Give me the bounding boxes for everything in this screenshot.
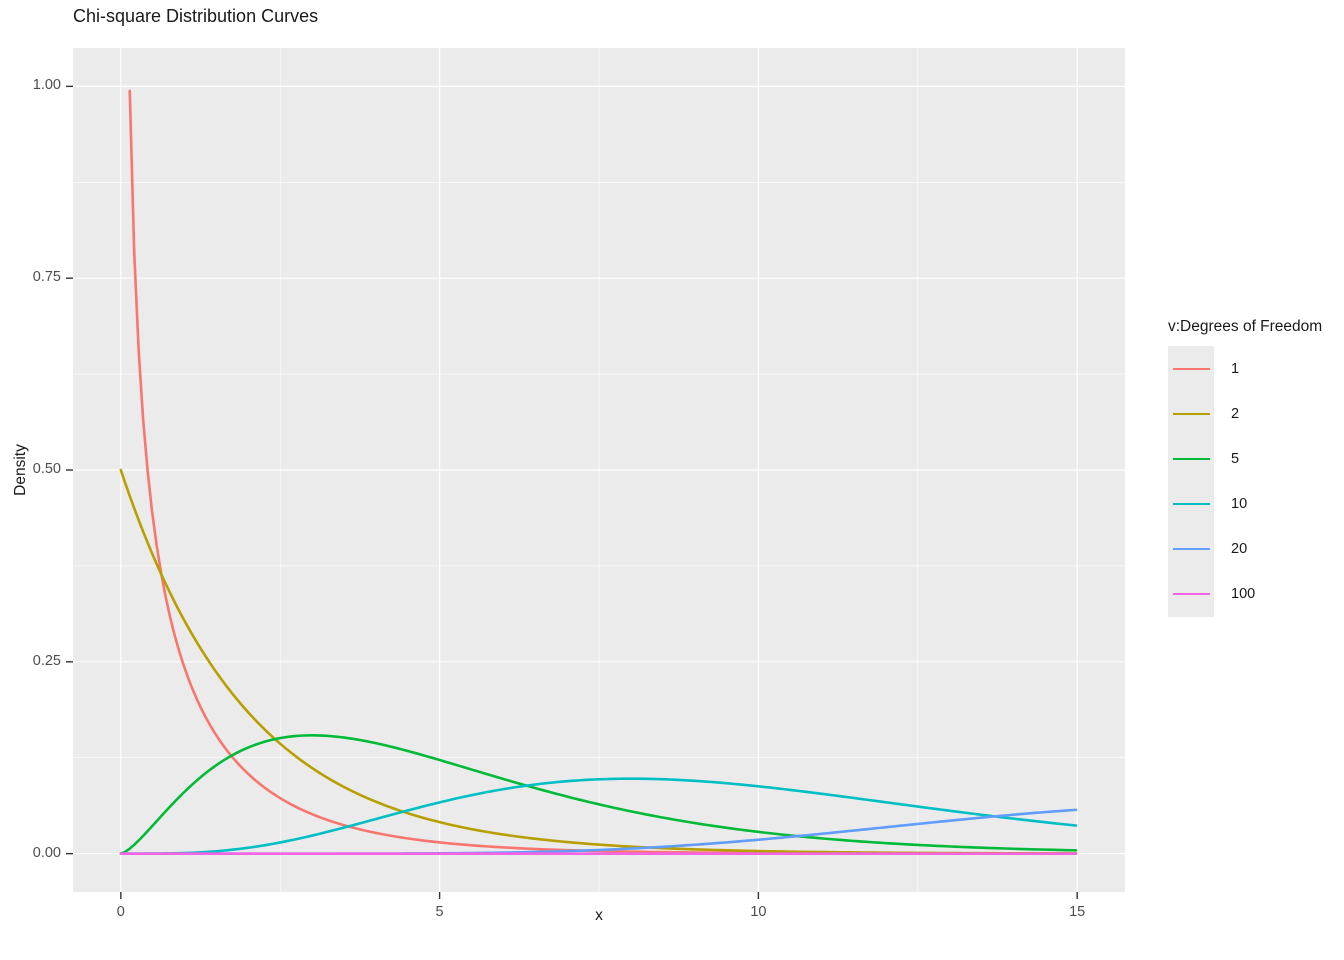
svg-text:x: x xyxy=(595,907,603,924)
